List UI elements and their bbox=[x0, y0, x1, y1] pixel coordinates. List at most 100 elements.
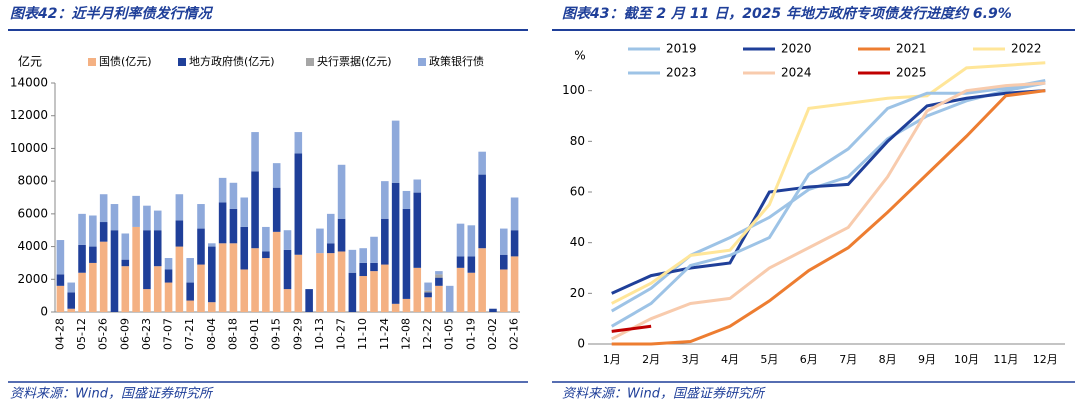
x-tick-label: 07-21 bbox=[183, 318, 196, 350]
y-unit: 亿元 bbox=[18, 54, 42, 69]
bar-segment bbox=[132, 226, 140, 312]
bar-segment bbox=[337, 218, 346, 252]
bar-segment bbox=[435, 274, 443, 278]
bar-segment bbox=[164, 282, 173, 312]
bar-segment bbox=[499, 269, 508, 312]
x-tick-label: 3月 bbox=[682, 353, 700, 366]
bar-segment bbox=[370, 271, 378, 312]
bar-segment bbox=[218, 243, 227, 312]
bar-segment bbox=[326, 243, 335, 254]
bar-segment bbox=[413, 267, 422, 312]
bar-segment bbox=[229, 182, 238, 209]
bar-segment bbox=[67, 282, 76, 293]
y-tick-label: 6000 bbox=[17, 206, 48, 220]
x-tick-label: 8月 bbox=[879, 353, 897, 366]
bar-segment bbox=[164, 258, 173, 270]
x-tick-label: 11月 bbox=[993, 353, 1018, 366]
bar-segment bbox=[391, 120, 400, 183]
bar-segment bbox=[132, 195, 140, 227]
bar-segment bbox=[78, 272, 86, 312]
bar-segment bbox=[56, 274, 65, 286]
y-unit: % bbox=[574, 49, 585, 63]
y-tick-label: 80 bbox=[570, 134, 585, 148]
bar-segment bbox=[381, 264, 389, 312]
bar-segment bbox=[467, 225, 476, 257]
y-tick-label: 12000 bbox=[10, 108, 48, 122]
x-tick-label: 12-22 bbox=[421, 318, 434, 350]
x-tick-label: 2月 bbox=[642, 353, 660, 366]
bar-segment bbox=[402, 208, 411, 299]
bar-segment bbox=[413, 179, 422, 193]
bar-segment bbox=[56, 240, 65, 275]
source: 资料来源：Wind，国盛证券研究所 bbox=[10, 386, 214, 402]
line bbox=[610, 79, 1046, 328]
legend-label: 央行票据(亿元) bbox=[317, 54, 392, 68]
bar-segment bbox=[121, 266, 130, 312]
bar-segment bbox=[175, 194, 184, 221]
bar-segment bbox=[89, 215, 97, 247]
bar-segment bbox=[153, 266, 162, 312]
legend-swatch bbox=[178, 58, 186, 66]
bar-segment bbox=[424, 290, 432, 293]
bar-segment bbox=[326, 253, 335, 312]
bar-segment bbox=[424, 292, 432, 298]
bar-segment bbox=[262, 226, 270, 252]
legend-swatch bbox=[306, 58, 314, 66]
bar-segment bbox=[89, 246, 97, 263]
legend-swatch bbox=[88, 58, 96, 66]
x-tick-label: 6月 bbox=[800, 353, 818, 366]
bar-segment bbox=[67, 308, 76, 312]
chart-title: 图表43：截至 2 月 11 日，2025 年地方政府专项债发行进度约 6.9% bbox=[562, 5, 1012, 22]
bar-segment bbox=[510, 197, 519, 231]
y-tick-label: 8000 bbox=[17, 174, 48, 188]
x-tick-label: 02-16 bbox=[508, 318, 521, 350]
x-tick-label: 06-09 bbox=[118, 318, 131, 350]
x-tick-label: 1月 bbox=[603, 353, 621, 366]
bar-segment bbox=[262, 258, 270, 312]
bar-segment bbox=[402, 298, 411, 312]
bar-segment bbox=[424, 297, 432, 312]
legend-label: 政策银行债 bbox=[429, 54, 484, 68]
line bbox=[611, 89, 1046, 295]
bar-segment bbox=[456, 256, 465, 268]
bar-segment bbox=[445, 285, 454, 312]
bar-segment bbox=[294, 132, 303, 154]
legend-label: 2020 bbox=[781, 42, 812, 56]
x-tick-label: 08-04 bbox=[205, 318, 218, 350]
bar-segment bbox=[478, 151, 486, 175]
x-tick-label: 4月 bbox=[721, 353, 739, 366]
bar-segment bbox=[67, 292, 76, 309]
bar-segment bbox=[499, 228, 508, 255]
legend-label: 地方政府债(亿元) bbox=[189, 54, 275, 68]
bar-segment bbox=[240, 226, 249, 270]
line bbox=[611, 324, 652, 333]
bar-segment bbox=[381, 218, 389, 265]
x-tick-label: 11-24 bbox=[378, 318, 391, 350]
bar-segment bbox=[89, 262, 97, 312]
bar-segment bbox=[99, 222, 108, 242]
bar-segment bbox=[456, 223, 465, 257]
bar-segment bbox=[143, 230, 151, 290]
line bbox=[611, 89, 1046, 346]
bar-segment bbox=[272, 187, 281, 232]
x-tick-label: 08-18 bbox=[226, 318, 239, 350]
bar-segment bbox=[435, 271, 443, 275]
bar-segment bbox=[121, 259, 130, 267]
x-tick-label: 10-13 bbox=[313, 318, 326, 350]
x-tick-label: 11-10 bbox=[356, 318, 369, 350]
bar-segment bbox=[262, 251, 270, 259]
bar-segment bbox=[251, 171, 259, 249]
bar-segment bbox=[391, 303, 400, 312]
bar-segment bbox=[240, 197, 249, 227]
x-tick-label: 12月 bbox=[1033, 353, 1058, 366]
bar-segment bbox=[272, 163, 281, 188]
bar-segment bbox=[99, 194, 108, 223]
x-tick-label: 09-15 bbox=[270, 318, 283, 350]
y-tick-label: 2000 bbox=[17, 272, 48, 286]
bar-segment bbox=[78, 244, 86, 273]
bar-segment bbox=[208, 302, 216, 312]
bar-segment bbox=[348, 272, 357, 312]
bar-segment bbox=[510, 230, 519, 257]
bar-segment bbox=[489, 308, 497, 312]
